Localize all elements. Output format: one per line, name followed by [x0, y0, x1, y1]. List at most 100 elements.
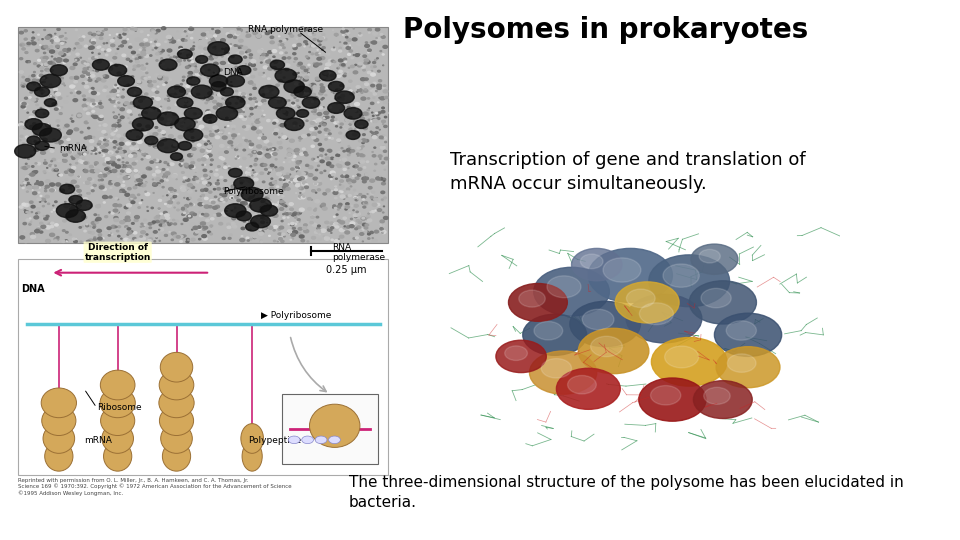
Circle shape — [89, 165, 93, 168]
Circle shape — [117, 176, 119, 177]
Circle shape — [325, 157, 329, 160]
Circle shape — [264, 60, 266, 61]
Circle shape — [276, 69, 297, 83]
Circle shape — [160, 58, 162, 59]
Circle shape — [201, 149, 204, 152]
Circle shape — [356, 53, 361, 56]
Circle shape — [200, 96, 204, 99]
Circle shape — [226, 193, 228, 194]
Circle shape — [347, 46, 350, 49]
Circle shape — [350, 150, 354, 152]
Circle shape — [114, 217, 118, 219]
Circle shape — [27, 139, 28, 140]
Circle shape — [343, 168, 347, 171]
Circle shape — [104, 143, 108, 146]
Circle shape — [313, 177, 318, 180]
Circle shape — [127, 110, 132, 113]
Circle shape — [128, 166, 132, 168]
Circle shape — [319, 92, 323, 95]
Circle shape — [20, 135, 23, 137]
Circle shape — [186, 54, 190, 57]
Circle shape — [249, 98, 252, 100]
Circle shape — [67, 48, 71, 50]
Circle shape — [188, 75, 192, 78]
Circle shape — [348, 124, 351, 125]
Circle shape — [130, 168, 133, 170]
Circle shape — [88, 32, 92, 35]
Circle shape — [181, 188, 182, 189]
Circle shape — [83, 36, 84, 37]
Circle shape — [237, 156, 239, 157]
Circle shape — [157, 112, 179, 126]
Circle shape — [182, 76, 185, 78]
Circle shape — [191, 159, 194, 160]
Circle shape — [337, 209, 339, 210]
Circle shape — [358, 89, 362, 91]
Circle shape — [278, 44, 280, 45]
Circle shape — [81, 131, 83, 133]
Circle shape — [196, 178, 199, 179]
Circle shape — [318, 225, 321, 227]
Circle shape — [145, 47, 146, 48]
Circle shape — [240, 180, 244, 183]
Circle shape — [27, 136, 40, 145]
Circle shape — [159, 104, 162, 106]
Circle shape — [225, 103, 227, 104]
Circle shape — [207, 34, 209, 36]
Circle shape — [148, 222, 152, 225]
Circle shape — [315, 63, 320, 66]
Circle shape — [279, 167, 283, 170]
Circle shape — [269, 235, 270, 237]
Circle shape — [22, 187, 24, 188]
Circle shape — [243, 126, 246, 128]
Circle shape — [179, 49, 184, 52]
Circle shape — [334, 240, 339, 243]
Ellipse shape — [160, 352, 193, 382]
Circle shape — [320, 122, 324, 125]
Circle shape — [307, 57, 309, 59]
Circle shape — [381, 36, 385, 38]
Circle shape — [84, 121, 88, 124]
Circle shape — [146, 182, 147, 183]
Circle shape — [115, 124, 118, 125]
Circle shape — [235, 156, 239, 159]
Circle shape — [344, 58, 347, 60]
Circle shape — [123, 181, 125, 182]
Circle shape — [65, 179, 67, 180]
Circle shape — [342, 207, 343, 208]
Circle shape — [343, 151, 346, 152]
Circle shape — [228, 167, 230, 169]
Circle shape — [190, 158, 192, 159]
Circle shape — [188, 30, 193, 33]
Circle shape — [295, 77, 299, 79]
Circle shape — [282, 188, 286, 190]
Circle shape — [151, 29, 155, 31]
Circle shape — [267, 222, 268, 223]
Circle shape — [55, 38, 60, 42]
Circle shape — [252, 235, 257, 238]
Circle shape — [203, 131, 206, 133]
Circle shape — [50, 233, 55, 237]
Circle shape — [213, 72, 217, 75]
Circle shape — [148, 239, 151, 241]
Circle shape — [302, 181, 306, 184]
Circle shape — [163, 76, 164, 77]
Circle shape — [327, 103, 345, 113]
Circle shape — [163, 113, 166, 115]
Circle shape — [23, 127, 27, 129]
Circle shape — [148, 141, 152, 144]
Circle shape — [64, 201, 66, 202]
Circle shape — [142, 107, 161, 119]
Circle shape — [238, 144, 240, 145]
Circle shape — [300, 66, 305, 69]
Circle shape — [324, 237, 326, 238]
Circle shape — [123, 151, 127, 153]
Circle shape — [54, 88, 58, 91]
Circle shape — [165, 82, 167, 83]
Circle shape — [193, 113, 197, 114]
Circle shape — [293, 72, 298, 75]
Circle shape — [204, 155, 208, 158]
Circle shape — [582, 309, 614, 329]
Circle shape — [68, 130, 72, 133]
Circle shape — [362, 154, 365, 157]
